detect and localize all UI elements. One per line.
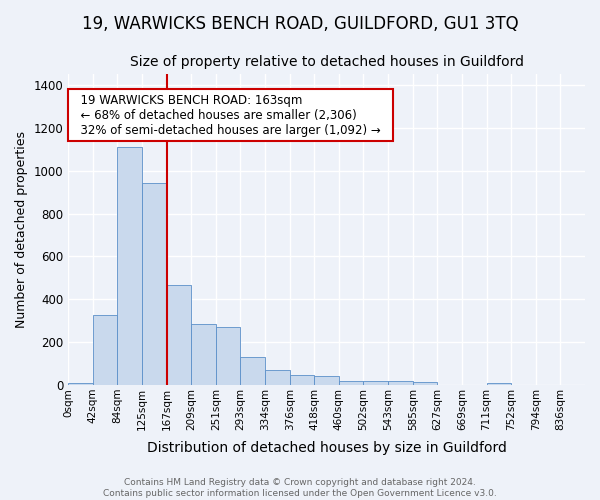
Bar [388,380,413,385]
Bar [93,316,118,385]
Text: 19, WARWICKS BENCH ROAD, GUILDFORD, GU1 3TQ: 19, WARWICKS BENCH ROAD, GUILDFORD, GU1 … [82,15,518,33]
Bar [290,376,314,385]
Bar [364,380,388,385]
Bar [314,376,339,385]
Bar [265,370,290,385]
Bar [487,383,511,385]
Bar [68,383,93,385]
Bar [191,324,216,385]
Y-axis label: Number of detached properties: Number of detached properties [15,131,28,328]
Bar [118,147,142,385]
X-axis label: Distribution of detached houses by size in Guildford: Distribution of detached houses by size … [146,441,506,455]
Text: Contains HM Land Registry data © Crown copyright and database right 2024.
Contai: Contains HM Land Registry data © Crown c… [103,478,497,498]
Bar [216,327,241,385]
Title: Size of property relative to detached houses in Guildford: Size of property relative to detached ho… [130,55,524,69]
Text: 19 WARWICKS BENCH ROAD: 163sqm  
  ← 68% of detached houses are smaller (2,306) : 19 WARWICKS BENCH ROAD: 163sqm ← 68% of … [73,94,388,136]
Bar [339,380,364,385]
Bar [413,382,437,385]
Bar [167,286,191,385]
Bar [142,182,167,385]
Bar [241,357,265,385]
